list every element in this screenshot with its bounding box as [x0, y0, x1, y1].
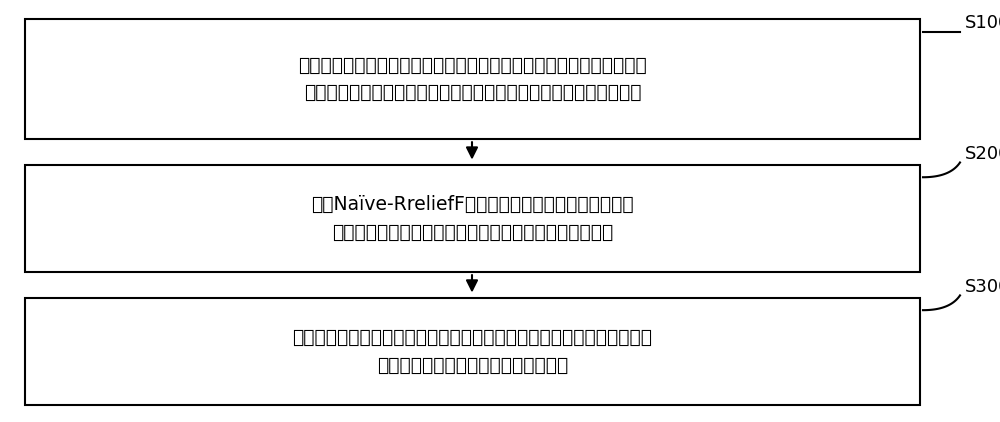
FancyBboxPatch shape: [25, 165, 920, 272]
Text: 去除冗余特征参量以及无关特征参量，得到最优特征参量: 去除冗余特征参量以及无关特征参量，得到最优特征参量: [332, 222, 613, 242]
FancyBboxPatch shape: [25, 19, 920, 139]
Text: S200: S200: [965, 145, 1000, 163]
Text: 验数据进行数据处理，得到与交流接触器寿命相关的若干个特征参量: 验数据进行数据处理，得到与交流接触器寿命相关的若干个特征参量: [304, 83, 641, 103]
Text: 通过Naïve-RreliefF算法，对特征参量进行变量选择，: 通过Naïve-RreliefF算法，对特征参量进行变量选择，: [311, 195, 634, 214]
Text: 结合最优特征参量，对交流接触器全寿命周期对应的时间序列进行分段，: 结合最优特征参量，对交流接触器全寿命周期对应的时间序列进行分段，: [293, 328, 652, 347]
Text: S300: S300: [965, 278, 1000, 296]
FancyBboxPatch shape: [25, 298, 920, 405]
Text: S100: S100: [965, 14, 1000, 32]
Text: 通过交流接触器全寿命试验平台系统获取交流接触器的试验数据，对试: 通过交流接触器全寿命试验平台系统获取交流接触器的试验数据，对试: [298, 56, 647, 75]
Text: 得到包含最优特征参量的时间序列片段: 得到包含最优特征参量的时间序列片段: [377, 355, 568, 375]
